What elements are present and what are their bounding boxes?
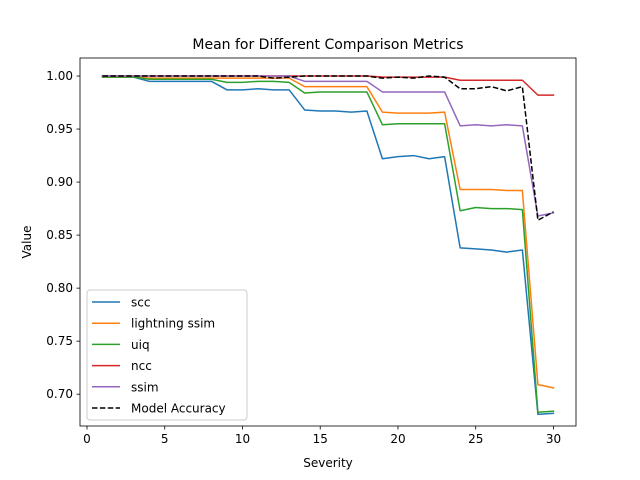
x-tick-label: 15 — [313, 432, 328, 446]
series-line-lightning-ssim — [101, 76, 555, 389]
legend-label-ssim: ssim — [131, 380, 159, 394]
series-layer — [101, 75, 555, 416]
series-line-model-accuracy — [102, 75, 554, 222]
y-tick-label: 0.90 — [46, 175, 73, 189]
ticks-layer: 0 5 10 15 20 25 30 0.70 0.75 0.80 0.85 0.90 0.95 1.00 — [46, 69, 561, 446]
y-tick-label: 0.85 — [46, 228, 73, 242]
series-line-uiq — [101, 76, 555, 413]
x-tick-label: 10 — [235, 432, 250, 446]
x-tick-label: 20 — [390, 432, 405, 446]
plot-frame — [79, 57, 577, 427]
legend-box — [86, 289, 248, 421]
legend-label-model-accuracy: Model Accuracy — [131, 402, 226, 416]
legend: scc lightning ssim uiq ncc ssim Model Accurac… — [86, 289, 248, 421]
x-axis-label: Severity — [303, 456, 353, 470]
y-tick-label: 0.95 — [46, 122, 73, 136]
legend-label-lightning-ssim: lightning ssim — [131, 317, 215, 331]
legend-label-uiq: uiq — [131, 338, 150, 352]
y-axis-label: Value — [20, 226, 34, 259]
y-tick-label: 0.70 — [46, 387, 73, 401]
y-tick-label: 0.75 — [46, 334, 73, 348]
x-tick-label: 5 — [161, 432, 169, 446]
x-tick-label: 25 — [468, 432, 483, 446]
x-tick-label: 30 — [546, 432, 561, 446]
axes-layer — [79, 57, 577, 427]
y-tick-label: 0.80 — [46, 281, 73, 295]
legend-label-scc: scc — [131, 296, 150, 310]
legend-label-ncc: ncc — [131, 359, 152, 373]
series-line-scc — [101, 75, 555, 416]
chart-title: Mean for Different Comparison Metrics — [192, 37, 463, 53]
x-tick-label: 0 — [83, 432, 91, 446]
y-tick-label: 1.00 — [46, 69, 73, 83]
